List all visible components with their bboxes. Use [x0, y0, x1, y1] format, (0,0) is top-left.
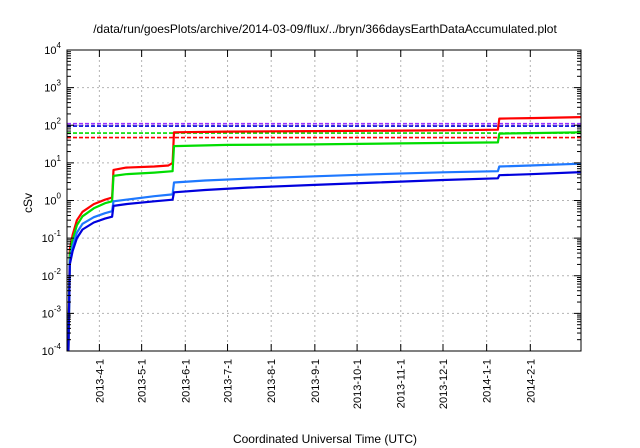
y-tick-label: 103 — [44, 79, 61, 95]
x-tick-label: 2013-10-1 — [352, 359, 364, 409]
series-line — [67, 116, 582, 352]
x-tick-label: 2013-11-1 — [396, 359, 408, 408]
x-tick-label: 2013-12-1 — [438, 359, 450, 409]
y-tick-label: 102 — [44, 116, 61, 132]
y-tick-label: 101 — [44, 154, 61, 170]
series-lines — [67, 116, 582, 352]
series-line — [67, 162, 582, 352]
y-tick-label: 10-3 — [42, 304, 62, 320]
y-tick-label: 104 — [44, 41, 61, 57]
series-line — [67, 131, 582, 352]
y-tick-label: 100 — [44, 192, 61, 208]
y-tick-label: 10-4 — [42, 342, 62, 358]
axis-ticks — [67, 49, 581, 352]
x-tick-label: 2013-9-1 — [310, 359, 322, 403]
y-axis-label: cSv — [21, 193, 35, 213]
series-line — [67, 171, 582, 352]
chart-title: /data/run/goesPlots/archive/2014-03-09/f… — [93, 22, 557, 36]
reference-lines — [67, 122, 581, 139]
y-tick-label: 10-2 — [42, 267, 62, 283]
x-tick-label: 2014-2-1 — [525, 359, 537, 403]
x-tick-label: 2013-8-1 — [266, 359, 278, 403]
x-tick-label: 2013-5-1 — [137, 359, 149, 403]
x-tick-label: 2013-7-1 — [223, 359, 235, 403]
x-axis-tick-labels: 2013-4-1 2013-5-1 2013-6-1 2013-7-1 2013-8-1… — [94, 359, 537, 409]
x-axis-label: Coordinated Universal Time (UTC) — [233, 432, 417, 446]
x-tick-label: 2014-1-1 — [482, 359, 494, 403]
y-axis-tick-labels: 10-4 10-3 10-2 10-1 100 101 102 103 104 — [42, 41, 62, 358]
y-tick-label: 10-1 — [42, 229, 62, 245]
grid — [67, 50, 581, 351]
x-tick-label: 2013-4-1 — [94, 359, 106, 403]
x-tick-label: 2013-6-1 — [180, 359, 192, 403]
